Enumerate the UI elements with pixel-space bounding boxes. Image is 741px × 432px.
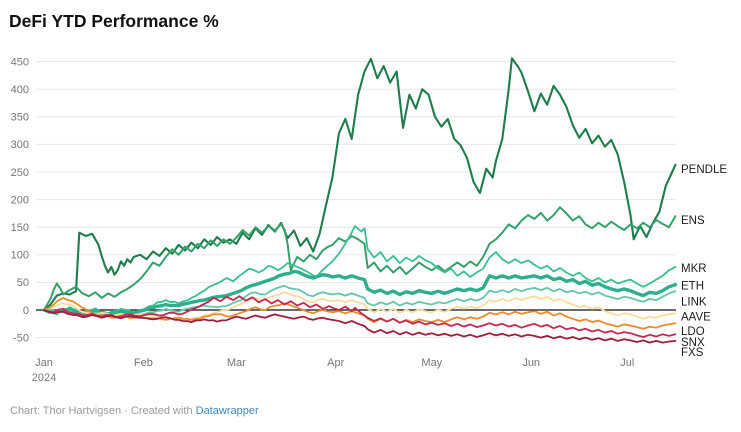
x-tick-label-jul: Jul — [620, 357, 634, 369]
chart-title: DeFi YTD Performance % — [9, 11, 219, 31]
y-tick-label: 0 — [23, 305, 29, 317]
y-tick-label: 100 — [11, 250, 29, 262]
x-tick-label-jan: Jan — [35, 357, 53, 369]
y-tick-label: 50 — [17, 277, 29, 289]
x-tick-label-apr: Apr — [327, 357, 344, 369]
series-label-fxs: FXS — [681, 347, 704, 359]
series-label-eth: ETH — [681, 281, 704, 293]
y-tick-label: -50 — [13, 332, 29, 344]
series-line-mkr — [43, 225, 677, 316]
y-tick-label: 300 — [11, 139, 29, 151]
series-label-ldo: LDO — [681, 326, 705, 338]
series-label-aave: AAVE — [681, 312, 711, 324]
series-label-mkr: MKR — [681, 263, 707, 275]
x-tick-label-mar: Mar — [227, 357, 246, 369]
y-tick-label: 150 — [11, 222, 29, 234]
y-tick-label: 250 — [11, 167, 29, 179]
datawrapper-link[interactable]: Datawrapper — [195, 405, 259, 417]
attribution: Chart: Thor Hartvigsen · Created with Da… — [10, 405, 259, 417]
series-label-snx: SNX — [681, 337, 705, 349]
series-line-ens — [43, 206, 677, 311]
series-label-ens: ENS — [681, 215, 705, 227]
x-tick-label-may: May — [421, 357, 442, 369]
x-year-label: 2024 — [32, 372, 56, 384]
x-tick-label-feb: Feb — [134, 357, 153, 369]
x-tick-label-jun: Jun — [522, 357, 540, 369]
attribution-text: Chart: Thor Hartvigsen · Created with — [10, 405, 196, 417]
series-label-link: LINK — [681, 297, 707, 309]
y-tick-label: 350 — [11, 112, 29, 124]
series-line-aave — [43, 291, 677, 324]
series-line-fxs — [43, 309, 677, 344]
y-tick-label: 400 — [11, 84, 29, 96]
series-line-pendle — [42, 57, 677, 312]
series-label-pendle: PENDLE — [681, 164, 727, 176]
y-tick-label: 450 — [11, 56, 29, 68]
series-line-eth — [42, 269, 678, 317]
series-line-snx — [43, 295, 677, 338]
y-tick-label: 200 — [11, 194, 29, 206]
